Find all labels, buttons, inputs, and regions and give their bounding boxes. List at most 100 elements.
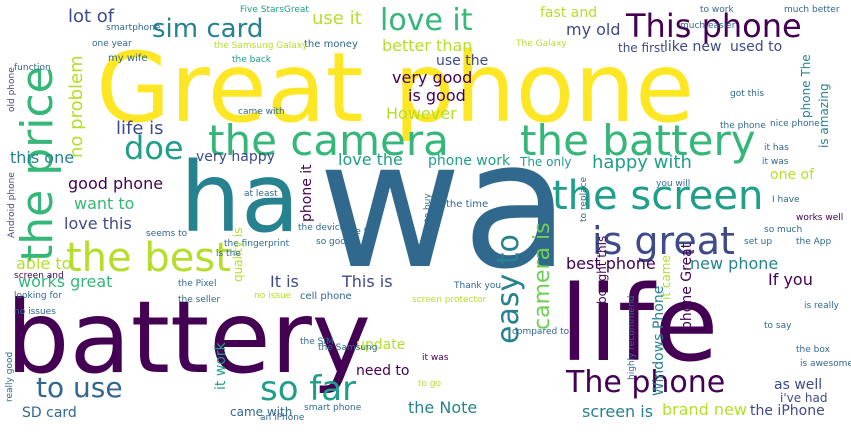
word-is-really: is really bbox=[804, 301, 839, 311]
word-this-is: This is bbox=[342, 272, 393, 291]
word-sim-card: sim card bbox=[152, 14, 264, 44]
word-the-phone: The phone bbox=[566, 365, 726, 400]
word-use-the: use the bbox=[436, 53, 489, 69]
word-it-has: it has bbox=[764, 143, 789, 153]
word-is-awesome: is awesome bbox=[800, 359, 851, 369]
word-got-this: got this bbox=[730, 89, 765, 99]
word-used-to: used to bbox=[730, 39, 783, 55]
word-to-work: to work bbox=[700, 5, 734, 15]
word-happy-with: happy with bbox=[592, 152, 692, 173]
word-wa: wa bbox=[318, 103, 570, 308]
word-if-you: If you bbox=[768, 270, 813, 289]
word-the-screen: the screen bbox=[552, 173, 764, 219]
word-brand-new: brand new bbox=[662, 400, 747, 419]
word-the-best: the best bbox=[66, 235, 231, 281]
word-no-issue: no issue bbox=[254, 291, 292, 301]
word-one-of: one of bbox=[770, 167, 814, 183]
word-so-much: so much bbox=[764, 225, 803, 235]
word-the-s7: the S7 bbox=[346, 227, 376, 237]
word-no-issues: no issues bbox=[14, 307, 56, 317]
word-good-phone: good phone bbox=[68, 174, 164, 193]
word-my-old: my old bbox=[566, 20, 621, 39]
word-the-samsung-galaxy: the Samsung Galaxy bbox=[214, 41, 308, 51]
word-is-the: is the bbox=[216, 249, 241, 259]
word-the-only: The only bbox=[520, 155, 572, 169]
word-battery: battery bbox=[6, 279, 371, 396]
word-very-happy: very happy bbox=[196, 149, 275, 165]
word-works-well: works well bbox=[796, 213, 844, 223]
word-love-this: love this bbox=[64, 214, 132, 233]
word-phone-it: phone it bbox=[299, 164, 315, 222]
word-old-phone: old phone bbox=[7, 67, 17, 112]
word-use-it: use it bbox=[312, 8, 362, 29]
word-to-replace: to replace bbox=[579, 176, 589, 222]
word-highly-recommend: highly recommend bbox=[627, 295, 637, 380]
word-camera-is: camera is bbox=[530, 222, 555, 330]
word-lot-of: lot of bbox=[68, 6, 115, 27]
word-this-one: this one bbox=[10, 148, 75, 167]
word-at-least: at least bbox=[244, 189, 278, 199]
word-smart-phone: smart phone bbox=[304, 403, 362, 413]
word-android-phone: Android phone bbox=[7, 172, 17, 238]
word-is-amazing: is amazing bbox=[817, 83, 831, 148]
word-came-with-2: came with bbox=[238, 107, 285, 117]
word-one-year: one year bbox=[92, 39, 132, 49]
word-windows-phone: Windows Phone bbox=[651, 285, 667, 396]
word-life: life bbox=[560, 263, 719, 385]
word-works-great: works great bbox=[18, 272, 113, 291]
word-set-up: set up bbox=[744, 237, 773, 247]
word-so-good: so good bbox=[316, 237, 352, 247]
word-the-time: the time bbox=[446, 199, 489, 210]
word-the-phone-2: the phone bbox=[720, 121, 766, 131]
word-screen-is: screen is bbox=[582, 402, 654, 421]
word-the-samsung: the Samsung bbox=[318, 343, 378, 353]
word-my-wife: my wife bbox=[108, 53, 148, 64]
word-it-came: it came bbox=[659, 255, 673, 300]
word-the-back: the back bbox=[232, 55, 272, 65]
word-the-sim: the SIM bbox=[300, 337, 334, 347]
word-able-to: able to bbox=[16, 254, 72, 273]
word-the-battery: the battery bbox=[520, 116, 756, 165]
word-really-good: really good bbox=[5, 351, 15, 402]
word-to-say: to say bbox=[764, 321, 792, 331]
word-much-easier: much easier bbox=[680, 21, 736, 31]
word-phone-the: phone The bbox=[799, 54, 813, 118]
word-an-iphone: an iPhone bbox=[260, 413, 305, 423]
word-the-device: the device bbox=[298, 223, 346, 233]
word-the-note: the Note bbox=[408, 398, 478, 417]
word-function: function bbox=[14, 63, 51, 73]
word-it-was-2: it was bbox=[762, 157, 789, 167]
word-phone-great: phone Great bbox=[679, 242, 695, 330]
word-so-far: so far bbox=[260, 369, 357, 409]
word-screen-protector: screen protector bbox=[412, 295, 487, 305]
word-compared-to: compared to bbox=[512, 327, 570, 337]
word-very-good: very good bbox=[392, 68, 473, 87]
word-it-was: it was bbox=[422, 353, 449, 363]
word-it-work: it work bbox=[213, 342, 229, 390]
word-i-have: I have bbox=[772, 195, 800, 205]
word-the-camera: the camera bbox=[208, 116, 449, 165]
word-love-it: love it bbox=[380, 3, 473, 38]
word-the-galaxy: The Galaxy bbox=[516, 39, 567, 49]
word-no-problem: no problem bbox=[66, 55, 87, 158]
word-much-better: much better bbox=[784, 5, 840, 15]
word-as-well: as well bbox=[774, 377, 823, 393]
word-need-to: need to bbox=[356, 363, 410, 379]
word-however: However bbox=[386, 104, 457, 123]
word-looking-for: looking for bbox=[14, 291, 62, 301]
word-the-seller: the seller bbox=[178, 295, 221, 305]
word-smartphone: smartphone bbox=[106, 23, 161, 33]
word-cell-phone: cell phone bbox=[300, 291, 352, 302]
word-it-is: It is bbox=[270, 272, 299, 291]
word-seems-to: seems to bbox=[146, 229, 188, 239]
word-came-with: came with bbox=[230, 405, 293, 419]
word-phone-work: phone work bbox=[428, 153, 511, 169]
word-sd-card: SD card bbox=[22, 405, 77, 421]
word-love-the: love the bbox=[338, 150, 403, 169]
word-this-phone: This phone bbox=[626, 7, 802, 45]
word-best-phone: best phone bbox=[566, 254, 656, 273]
word-the-pixel: the Pixel bbox=[178, 279, 217, 289]
word-to-go: to go bbox=[418, 379, 442, 389]
word-the-money: the money bbox=[304, 39, 358, 50]
